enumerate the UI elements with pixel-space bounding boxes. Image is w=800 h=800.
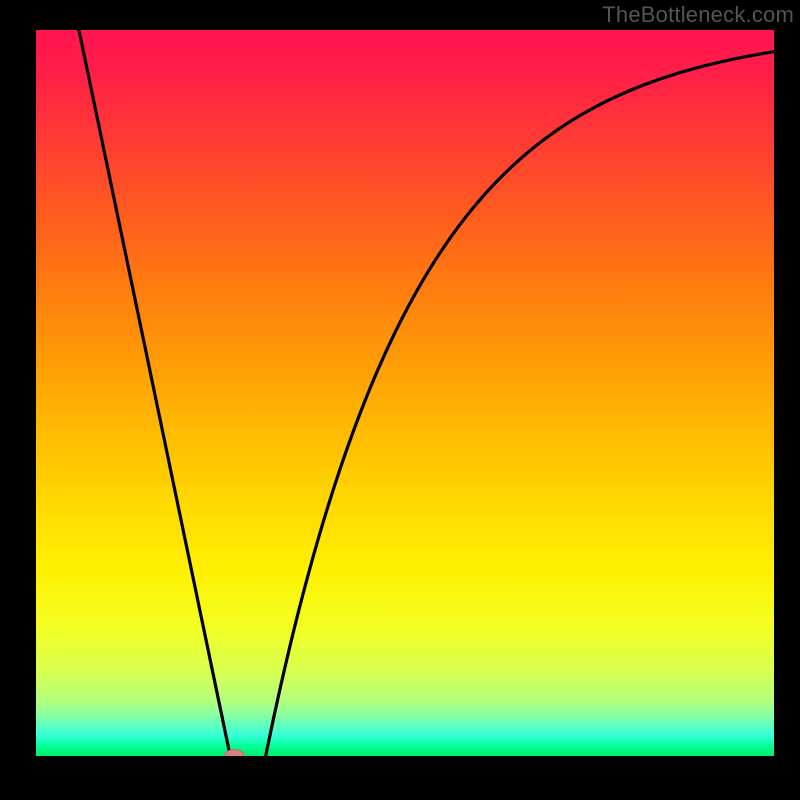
chart-container: TheBottleneck.com (0, 0, 800, 800)
bottleneck-chart (0, 0, 800, 800)
watermark-text: TheBottleneck.com (602, 2, 794, 28)
